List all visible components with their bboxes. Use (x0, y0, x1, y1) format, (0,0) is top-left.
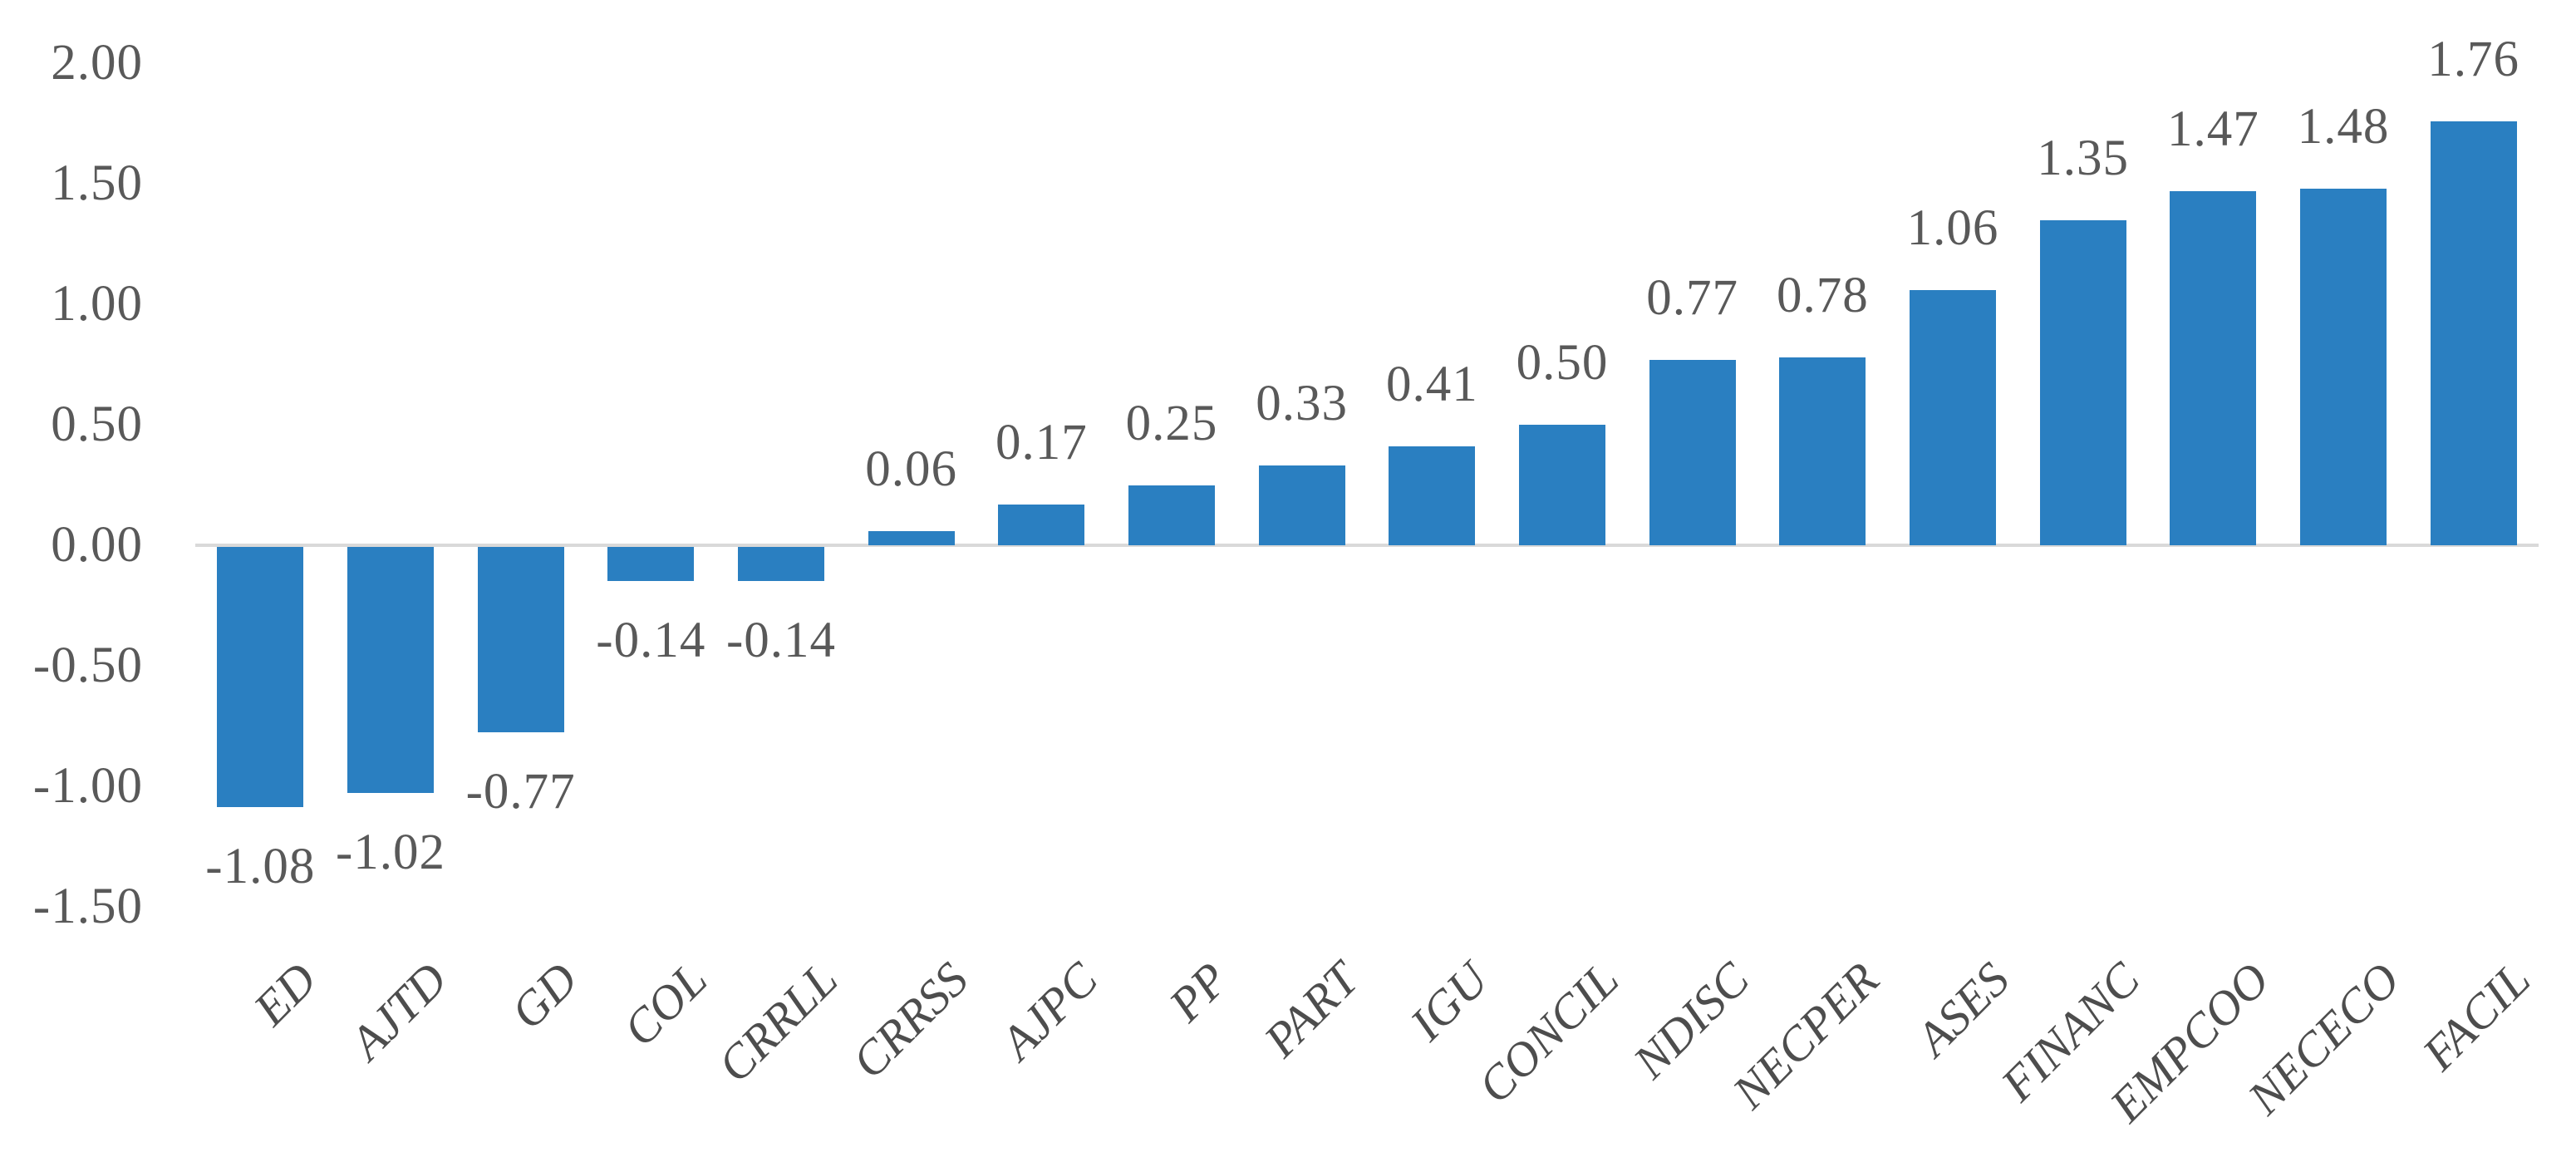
bar-concil (1519, 425, 1605, 545)
y-tick-label: -1.50 (32, 879, 143, 934)
value-label: 0.50 (1516, 335, 1609, 391)
bar-financ (2039, 219, 2126, 545)
value-label: 0.78 (1776, 267, 1869, 323)
bar-ed (217, 547, 304, 808)
bar-ajpc (998, 504, 1085, 545)
y-tick-label: -0.50 (32, 638, 143, 693)
value-label: 1.47 (2166, 101, 2259, 157)
y-tick-label: 2.00 (51, 35, 143, 91)
value-label: -0.77 (465, 764, 576, 820)
value-label: -0.14 (596, 612, 706, 668)
value-label: 0.33 (1256, 376, 1349, 432)
y-tick-label: 1.00 (51, 276, 143, 332)
value-label: -1.08 (205, 839, 316, 895)
y-tick-label: 0.50 (51, 396, 143, 452)
bar-col (607, 547, 695, 581)
value-label: 0.06 (865, 441, 958, 497)
bar-ndisc (1649, 359, 1736, 545)
bar-ases (1910, 289, 1996, 545)
value-label: 1.06 (1906, 199, 1999, 256)
bar-pp (1128, 485, 1215, 545)
value-label: 1.35 (2037, 130, 2130, 186)
y-tick-label: 0.00 (51, 517, 143, 573)
bar-part (1258, 465, 1345, 545)
value-label: -1.02 (335, 824, 446, 880)
value-label: 0.25 (1125, 395, 1218, 451)
bar-gd (477, 547, 564, 733)
y-tick-label: 1.50 (51, 155, 143, 211)
value-label: 1.76 (2427, 31, 2520, 87)
bar-crrss (868, 530, 955, 545)
bar-igu (1389, 446, 1476, 545)
value-label: 0.17 (995, 414, 1088, 470)
x-axis-line (195, 544, 2539, 547)
bar-empcoo (2170, 190, 2257, 545)
value-label: 0.77 (1646, 269, 1739, 326)
bar-crrll (738, 547, 824, 581)
bar-facil (2430, 121, 2517, 545)
value-label: 1.48 (2297, 98, 2390, 155)
value-label: -0.14 (725, 612, 837, 668)
bar-ajtd (347, 547, 434, 793)
value-label: 0.41 (1385, 357, 1478, 413)
bar-necper (1779, 357, 1866, 545)
y-tick-label: -1.00 (32, 758, 143, 814)
bar-nececo (2300, 188, 2387, 545)
